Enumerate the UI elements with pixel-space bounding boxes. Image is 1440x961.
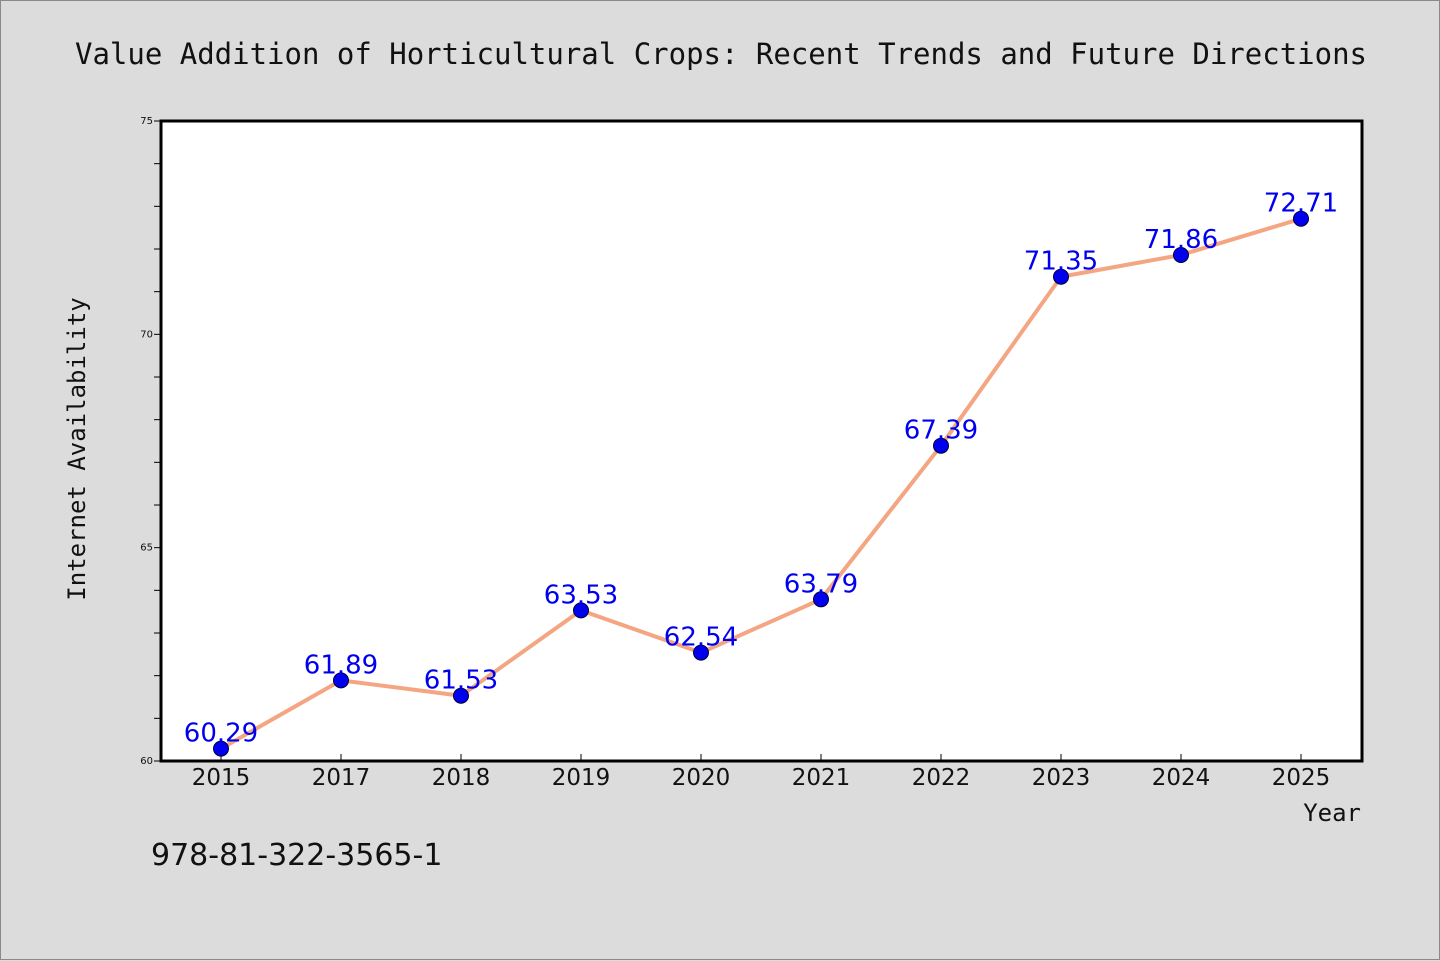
data-label: 61.89: [304, 650, 378, 680]
y-tick-label: 60: [140, 756, 153, 767]
x-tick-label: 2020: [672, 765, 731, 791]
x-tick-label: 2024: [1152, 765, 1211, 791]
series-line: [219, 216, 1303, 751]
x-tick-label: 2017: [312, 765, 371, 791]
plot-area: [159, 119, 1364, 763]
data-label: 67.39: [904, 416, 978, 446]
data-point: [573, 602, 589, 619]
data-label: 72.71: [1264, 189, 1338, 219]
data-point: [693, 644, 709, 661]
data-label: 62.54: [664, 623, 738, 653]
data-point: [453, 687, 469, 704]
data-label: 60.29: [184, 719, 258, 749]
y-axis: 60 65 70 75: [140, 116, 161, 767]
x-axis: 2015 2017 2018 2019 2020 2021 2022 2023 2024 2025: [192, 754, 1331, 791]
x-axis-label: Year: [1303, 799, 1361, 827]
x-tick-label: 2018: [432, 765, 491, 791]
x-tick-label: 2025: [1272, 765, 1331, 791]
y-tick-label: 75: [140, 116, 153, 127]
data-point: [813, 591, 829, 608]
x-tick-label: 2019: [552, 765, 611, 791]
y-tick-label: 70: [140, 329, 153, 340]
data-point: [1053, 268, 1069, 285]
y-axis-label: Internet Availability: [63, 297, 91, 600]
chart-title: Value Addition of Horticultural Crops: R…: [75, 37, 1367, 71]
data-point: [1293, 210, 1309, 227]
data-point: [933, 437, 949, 454]
data-label: 71.35: [1024, 247, 1098, 277]
data-label: 63.79: [784, 569, 858, 599]
data-point: [333, 672, 349, 689]
data-point: [1173, 246, 1189, 263]
x-tick-label: 2022: [912, 765, 971, 791]
data-label: 61.53: [424, 666, 498, 696]
data-label: 71.86: [1144, 225, 1218, 255]
y-tick-label: 65: [140, 543, 153, 554]
data-markers: [213, 210, 1309, 757]
data-point: [213, 740, 229, 757]
x-tick-label: 2015: [192, 765, 251, 791]
x-tick-label: 2021: [792, 765, 851, 791]
x-tick-label: 2023: [1032, 765, 1091, 791]
isbn-text: 978-81-322-3565-1: [151, 838, 442, 873]
data-label: 63.53: [544, 580, 618, 610]
data-labels: 60.29 61.89 61.53 63.53 62.54 63.79 67.39 71.35…: [184, 189, 1338, 749]
